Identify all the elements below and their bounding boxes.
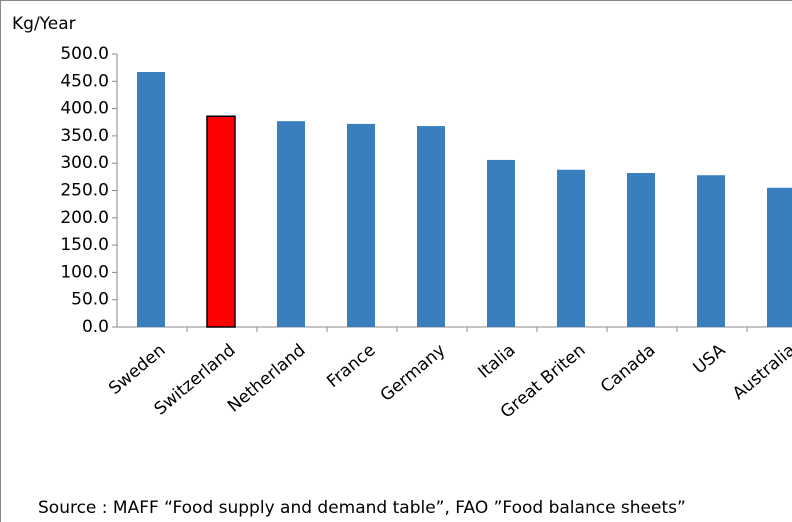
y-tick-label: 400.0: [60, 99, 109, 119]
bar: [417, 126, 445, 328]
x-tick-label: France: [323, 340, 379, 392]
bar: [137, 72, 165, 327]
bar: [767, 187, 792, 327]
x-tick-label: Netherland: [224, 340, 309, 416]
y-tick-label: 0.0: [82, 317, 109, 337]
y-tick-label: 50.0: [71, 290, 109, 310]
y-tick-label: 200.0: [60, 208, 109, 228]
y-tick-label: 450.0: [60, 71, 109, 91]
x-tick-label: USA: [690, 340, 730, 378]
y-tick-label: 100.0: [60, 262, 109, 282]
x-tick-label: Germany: [377, 340, 450, 406]
x-tick-label: Canada: [597, 340, 659, 397]
bar: [557, 169, 585, 327]
x-tick-label: Italia: [474, 340, 519, 382]
y-tick-label: 150.0: [60, 235, 109, 255]
y-tick-label: 300.0: [60, 153, 109, 173]
y-tick-label: 500.0: [60, 44, 109, 64]
bar: [627, 173, 655, 327]
x-tick-label: Australia: [729, 340, 792, 404]
bar: [697, 175, 725, 327]
bar: [206, 115, 236, 328]
bar: [487, 159, 515, 327]
bar: [277, 121, 305, 328]
y-axis-label: Kg/Year: [12, 14, 76, 34]
y-tick-label: 250.0: [60, 181, 109, 201]
source-note: Source : MAFF “Food supply and demand ta…: [38, 498, 686, 518]
x-tick-label: Sweden: [105, 340, 169, 399]
bar: [347, 123, 375, 327]
y-tick-label: 350.0: [60, 126, 109, 146]
